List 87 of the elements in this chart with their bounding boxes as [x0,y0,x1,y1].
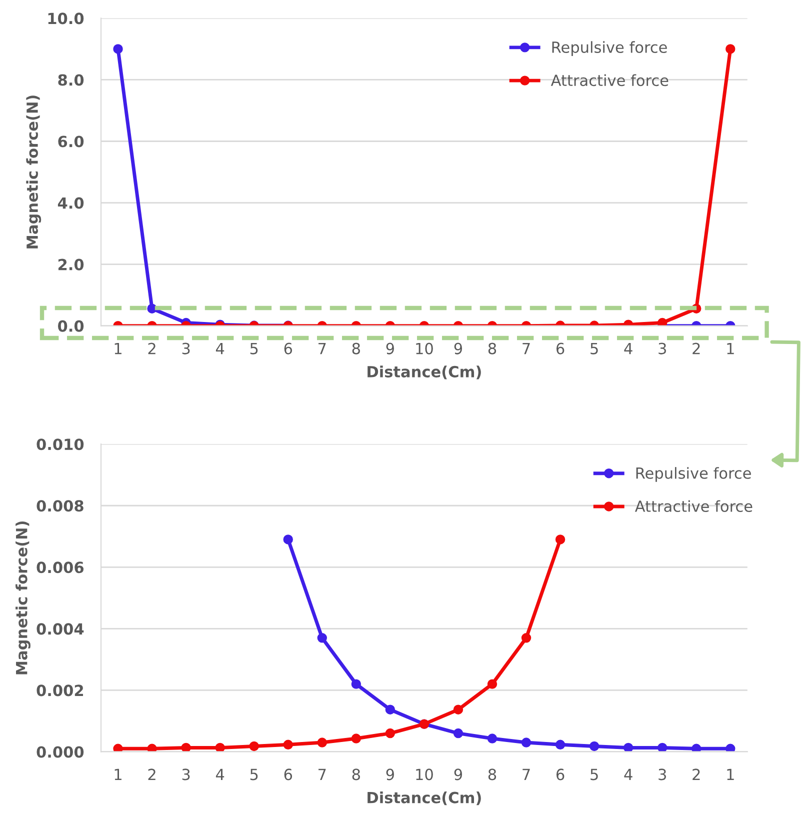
x-tick-label: 2 [148,768,156,780]
point [692,744,702,752]
y-tick-label: 6.0 [58,136,84,148]
point [657,742,668,752]
point [113,744,123,752]
point [521,633,532,643]
x-tick-label: 8 [488,768,496,780]
y-axis-title: Magnetic force(N) [26,96,42,248]
point [555,740,566,750]
x-tick-label: 3 [658,342,666,354]
x-tick-label: 1 [727,768,734,780]
point [487,734,498,744]
y-tick-label: 10.0 [48,12,84,24]
y-tick-label: 0.008 [36,500,84,512]
x-tick-label: 9 [386,768,394,780]
legend-label: Attractive force [550,74,668,86]
point [113,44,123,54]
x-axis-title: Distance(Cm) [368,366,481,380]
x-tick-label: 10 [416,342,433,354]
point [147,744,157,752]
point [453,704,464,714]
x-tick-label: 1 [114,342,122,354]
x-tick-label: 6 [284,768,292,780]
x-tick-label: 9 [386,342,394,354]
x-tick-label: 6 [556,342,564,354]
x-tick-label: 5 [590,342,598,354]
point [726,44,736,54]
x-tick-label: 5 [250,768,258,780]
x-tick-label: 8 [488,342,496,354]
point [657,318,668,326]
x-tick-label: 4 [216,768,224,780]
x-tick-label: 2 [692,768,700,780]
point [385,728,396,738]
point [317,738,327,748]
point [283,740,293,750]
x-tick-label: 9 [454,342,462,354]
y-tick-label: 0.006 [36,562,84,574]
point [249,741,259,752]
x-tick-label: 2 [148,342,156,354]
x-tick-label: 10 [416,768,433,780]
y-tick-label: 4.0 [58,197,84,209]
point [351,679,362,689]
x-tick-label: 2 [692,342,700,354]
point [385,704,396,714]
y-tick-label: 0.000 [36,746,84,758]
legend-label: Repulsive force [552,41,667,56]
x-tick-label: 5 [590,768,598,780]
x-tick-label: 1 [114,768,122,780]
point [726,744,736,752]
x-tick-label: 3 [182,768,190,780]
legend-label: Repulsive force [636,467,751,482]
point [215,742,225,752]
point [181,742,191,752]
x-tick-label: 7 [318,768,326,780]
x-tick-label: 6 [284,342,292,354]
x-tick-label: 4 [216,342,224,354]
y-tick-label: 2.0 [58,258,84,270]
y-tick-label: 0.004 [36,623,84,635]
point [487,679,498,689]
point [521,738,532,748]
x-tick-label: 9 [454,768,462,780]
point [317,633,327,643]
x-tick-label: 1 [727,342,734,354]
x-tick-label: 4 [624,768,632,780]
x-tick-label: 7 [522,768,530,780]
x-tick-label: 8 [352,768,360,780]
y-tick-label: 0.010 [36,438,84,450]
point [351,734,362,744]
x-tick-label: 8 [352,342,360,354]
point [623,742,634,752]
point [555,534,566,544]
x-tick-label: 4 [624,342,632,354]
y-axis-title: Magnetic force(N) [16,522,30,674]
point [453,728,464,738]
y-tick-label: 8.0 [58,74,84,86]
x-tick-label: 6 [556,768,564,780]
x-tick-label: 3 [658,768,666,780]
y-tick-label: 0.002 [36,684,84,696]
x-tick-label: 5 [250,342,258,354]
x-tick-label: 7 [522,342,530,354]
point [283,534,293,544]
x-tick-label: 3 [182,342,190,354]
legend-label: Attractive force [634,500,752,512]
y-tick-label: 0.0 [58,320,84,332]
x-axis-title: Distance(Cm) [368,792,481,806]
x-tick-label: 7 [318,342,326,354]
point [589,741,600,752]
